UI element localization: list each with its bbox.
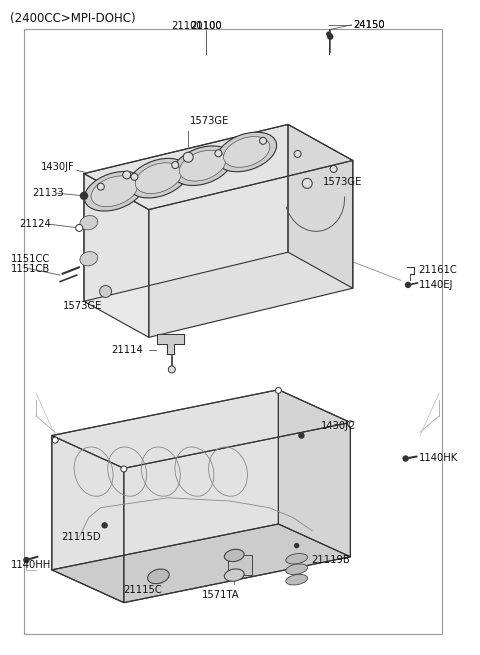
Circle shape xyxy=(327,32,331,36)
Text: 1573GE: 1573GE xyxy=(190,117,229,126)
Ellipse shape xyxy=(173,146,232,185)
Ellipse shape xyxy=(180,151,226,181)
Polygon shape xyxy=(124,422,350,603)
Text: (2400CC>MPI-DOHC): (2400CC>MPI-DOHC) xyxy=(10,12,135,25)
Circle shape xyxy=(260,138,266,144)
Circle shape xyxy=(294,151,301,157)
Bar xyxy=(24,29,442,634)
Circle shape xyxy=(302,178,312,189)
Polygon shape xyxy=(278,390,350,557)
Ellipse shape xyxy=(80,252,98,266)
Polygon shape xyxy=(84,174,149,337)
Text: 1571TA: 1571TA xyxy=(202,590,240,599)
Bar xyxy=(228,555,252,575)
Circle shape xyxy=(403,456,408,461)
Circle shape xyxy=(330,166,337,172)
Text: 21100: 21100 xyxy=(191,21,222,31)
Polygon shape xyxy=(52,436,124,603)
Circle shape xyxy=(102,523,107,528)
Ellipse shape xyxy=(224,550,244,561)
Circle shape xyxy=(76,225,83,231)
Circle shape xyxy=(406,282,410,288)
Circle shape xyxy=(131,174,138,180)
Circle shape xyxy=(97,183,104,190)
Text: 21124: 21124 xyxy=(19,219,51,229)
Text: 1151CC: 1151CC xyxy=(11,254,50,264)
Ellipse shape xyxy=(224,137,270,167)
Text: 1430JC: 1430JC xyxy=(321,421,356,431)
Circle shape xyxy=(168,366,175,373)
Circle shape xyxy=(100,286,112,297)
Text: 21100: 21100 xyxy=(191,21,222,31)
Ellipse shape xyxy=(217,132,276,172)
Text: 1430JF: 1430JF xyxy=(41,162,74,172)
Circle shape xyxy=(348,421,353,427)
Polygon shape xyxy=(84,124,288,301)
Polygon shape xyxy=(288,124,353,288)
Ellipse shape xyxy=(84,172,144,211)
Ellipse shape xyxy=(286,553,308,564)
Ellipse shape xyxy=(286,574,308,585)
Polygon shape xyxy=(149,160,353,337)
Circle shape xyxy=(24,557,29,563)
Text: 21114: 21114 xyxy=(111,345,143,355)
Text: 21119B: 21119B xyxy=(311,555,350,565)
Text: 1573GE: 1573GE xyxy=(62,301,102,311)
Ellipse shape xyxy=(148,569,169,584)
Text: 21115D: 21115D xyxy=(61,532,100,542)
Circle shape xyxy=(295,544,299,548)
Circle shape xyxy=(121,466,127,472)
Circle shape xyxy=(328,34,333,39)
Polygon shape xyxy=(52,390,278,570)
Circle shape xyxy=(52,437,58,443)
Circle shape xyxy=(276,387,281,394)
Ellipse shape xyxy=(286,564,308,574)
Polygon shape xyxy=(157,334,184,354)
Polygon shape xyxy=(84,124,353,210)
Circle shape xyxy=(172,162,179,168)
Ellipse shape xyxy=(91,176,137,206)
Text: 24150: 24150 xyxy=(353,20,384,30)
Text: 21133: 21133 xyxy=(33,188,64,198)
Polygon shape xyxy=(52,390,350,468)
Ellipse shape xyxy=(80,215,98,230)
Circle shape xyxy=(81,193,87,199)
Circle shape xyxy=(123,171,131,179)
Text: 1573GE: 1573GE xyxy=(323,177,362,187)
Ellipse shape xyxy=(135,163,181,193)
Polygon shape xyxy=(52,524,350,603)
Text: 1140HH: 1140HH xyxy=(11,559,51,570)
Ellipse shape xyxy=(129,159,188,198)
Circle shape xyxy=(215,150,222,157)
Text: 21161C: 21161C xyxy=(419,265,457,275)
Text: 21100: 21100 xyxy=(171,21,203,31)
Text: 1140EJ: 1140EJ xyxy=(419,280,453,290)
Circle shape xyxy=(299,433,304,438)
Text: 1151CB: 1151CB xyxy=(11,264,50,274)
Text: 24150: 24150 xyxy=(353,20,384,30)
Text: 21115C: 21115C xyxy=(124,585,162,595)
Text: 1140HK: 1140HK xyxy=(419,453,458,464)
Ellipse shape xyxy=(224,569,244,581)
Circle shape xyxy=(183,152,193,162)
